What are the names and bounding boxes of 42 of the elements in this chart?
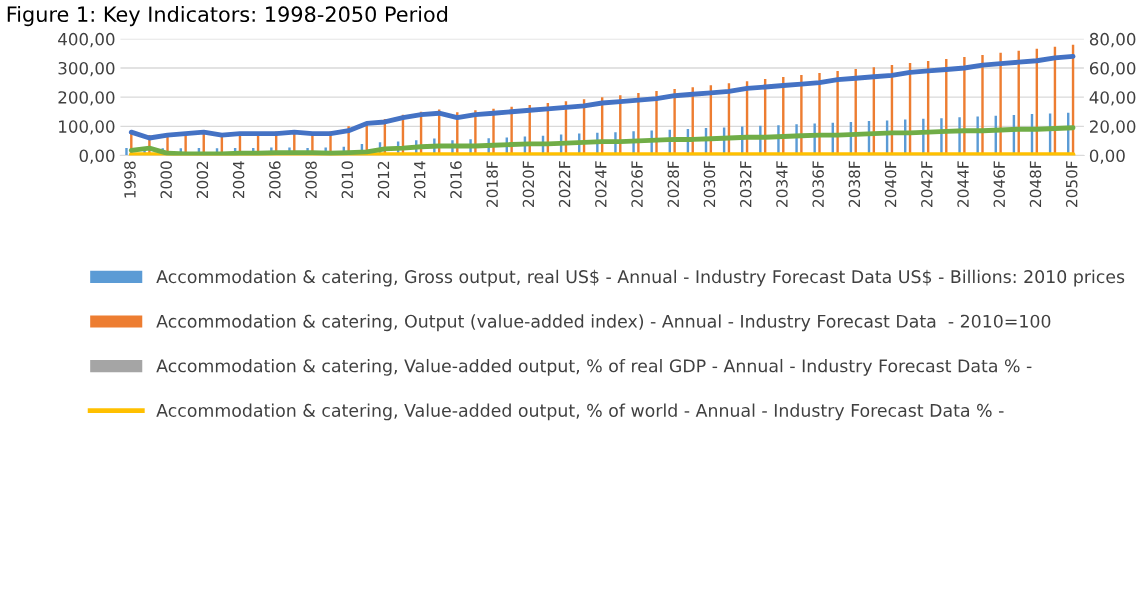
x-tick-label: 2026F xyxy=(631,161,643,207)
legend-label: Accommodation & catering, Output (value-added index) - Annual - Industry Forecast Data - 2010=100 xyxy=(156,314,1051,332)
legend-label: Accommodation & catering, Gross output, real US$ - Annual - Industry Forecast Data US$ - Billions: 2010 prices xyxy=(156,269,1125,287)
x-tick-label: 2024F xyxy=(595,161,607,207)
y2-tick-label: 60,00 xyxy=(1089,61,1136,77)
x-tick-label: 2044F xyxy=(957,161,969,207)
x-tick-label: 2042F xyxy=(921,161,933,207)
y2-tick-label: 20,00 xyxy=(1090,120,1136,135)
x-tick-label: 2030F xyxy=(703,161,716,207)
x-tick-label: 2040F xyxy=(884,161,897,207)
x-tick-label: 2050F xyxy=(1065,161,1078,207)
x-tick-label: 2020F xyxy=(522,161,535,207)
x-tick-label: 2034F xyxy=(776,161,788,207)
x-tick-label: 2018F xyxy=(486,161,498,207)
chart-title: Figure 1: Key Indicators: 1998-2050 Period xyxy=(7,5,448,27)
y-tick-label: 300,00 xyxy=(58,61,115,77)
y-tick-label: 100,00 xyxy=(59,120,115,135)
x-tick-label: 2000 xyxy=(160,161,172,199)
x-tick-label: 2036F xyxy=(812,161,824,207)
x-tick-label: 2014 xyxy=(413,161,426,199)
y-tick-label: 200,00 xyxy=(58,91,115,106)
x-tick-label: 2012 xyxy=(377,161,390,199)
y2-tick-label: 0,00 xyxy=(1089,149,1125,164)
x-tick-label: 2022F xyxy=(558,161,571,207)
x-tick-label: 2002 xyxy=(196,161,209,199)
x-tick-label: 2048F xyxy=(1029,161,1042,207)
x-tick-label: 2008 xyxy=(305,161,317,199)
y-tick-label: 400,00 xyxy=(58,32,115,48)
x-tick-label: 2006 xyxy=(269,161,281,199)
x-tick-label: 1998 xyxy=(124,161,136,198)
x-tick-label: 2046F xyxy=(993,161,1006,207)
x-tick-label: 2028F xyxy=(667,161,680,207)
y-tick-label: 0,00 xyxy=(79,149,115,164)
y2-tick-label: 40,00 xyxy=(1089,91,1136,106)
legend-label: Accommodation & catering, Value-added output, % of world - Annual - Industry Forecast Data % - xyxy=(156,403,1004,421)
x-tick-label: 2004 xyxy=(232,161,245,199)
y2-tick-label: 80,00 xyxy=(1089,32,1136,48)
x-tick-label: 2016 xyxy=(450,161,462,199)
x-tick-label: 2038F xyxy=(848,161,861,207)
x-tick-label: 2010 xyxy=(341,161,354,199)
legend-label: Accommodation & catering, Value-added output, % of real GDP - Annual - Industry Forecast Data % - xyxy=(156,358,1032,376)
x-tick-label: 2032F xyxy=(739,161,752,207)
